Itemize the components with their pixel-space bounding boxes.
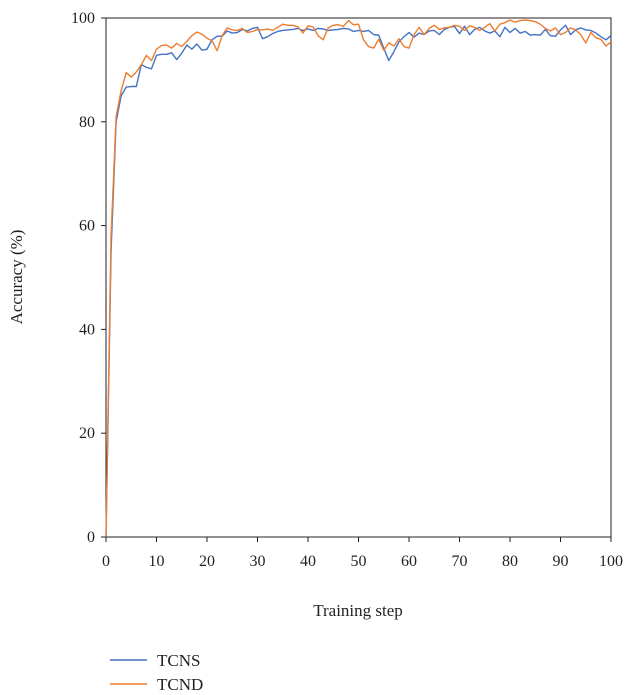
y-tick-label: 0 — [87, 529, 95, 546]
plot-frame — [105, 17, 612, 538]
y-axis-label: Accuracy (%) — [7, 230, 26, 325]
y-tick-label: 60 — [79, 218, 95, 235]
x-axis-ticks: 0 10 20 30 40 50 60 70 80 90 100 — [102, 537, 623, 570]
legend-item-tcnd: TCND — [110, 675, 203, 694]
x-tick-label: 20 — [199, 553, 215, 570]
x-tick-label: 50 — [351, 553, 367, 570]
x-tick-label: 0 — [102, 553, 110, 570]
x-tick-label: 90 — [553, 553, 569, 570]
legend-label: TCNS — [157, 651, 200, 670]
series-layer — [105, 19, 612, 538]
y-axis-ticks: 0 20 40 60 80 100 — [71, 10, 106, 546]
legend-label: TCND — [157, 675, 203, 694]
y-tick-label: 40 — [79, 321, 95, 338]
x-tick-label: 80 — [502, 553, 518, 570]
y-tick-label: 80 — [79, 114, 95, 131]
x-tick-label: 60 — [401, 553, 417, 570]
x-tick-label: 70 — [452, 553, 468, 570]
x-axis-label: Training step — [313, 601, 403, 620]
series-line-tcns — [105, 24, 612, 538]
legend-item-tcns: TCNS — [110, 651, 200, 670]
x-tick-label: 10 — [149, 553, 165, 570]
y-tick-label: 100 — [71, 10, 95, 27]
y-tick-label: 20 — [79, 425, 95, 442]
x-tick-label: 40 — [300, 553, 316, 570]
series-line-tcnd — [105, 19, 612, 538]
legend: TCNS TCND — [110, 651, 203, 694]
plot-area: 0 10 20 30 40 50 60 70 80 90 100 0 20 40 60 80 100 — [71, 10, 623, 570]
x-tick-label: 30 — [250, 553, 266, 570]
x-tick-label: 100 — [599, 553, 623, 570]
